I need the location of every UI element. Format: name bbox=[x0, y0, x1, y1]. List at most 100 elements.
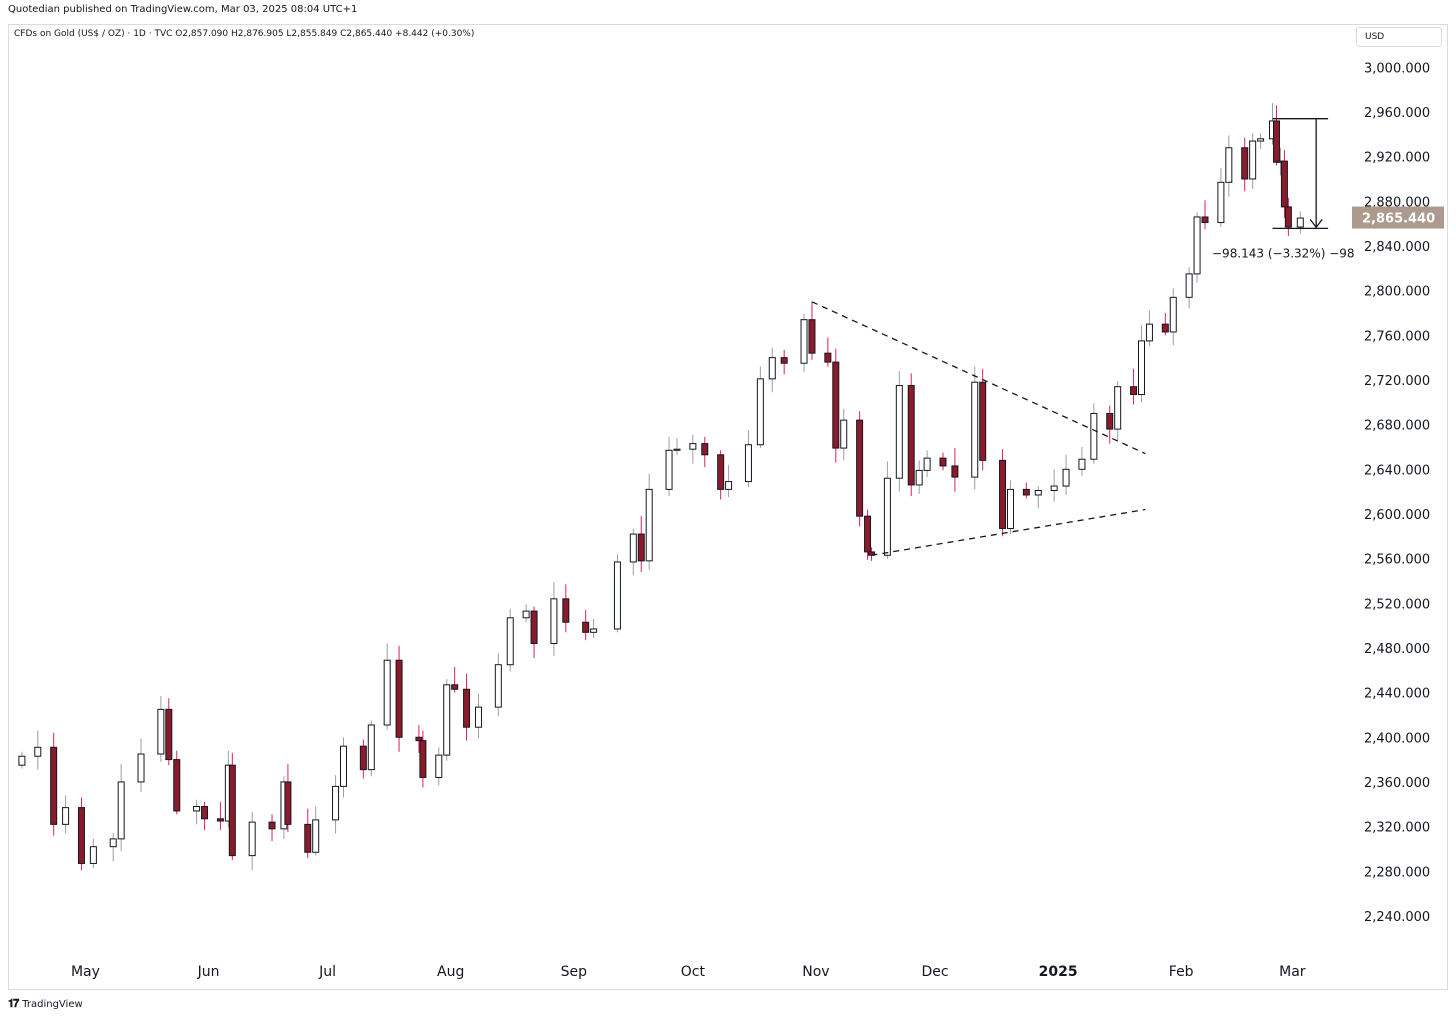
candle bbox=[1249, 133, 1257, 190]
candle bbox=[137, 738, 145, 792]
candle bbox=[1257, 133, 1265, 149]
candle-body bbox=[1106, 412, 1114, 430]
price-tick-label: 2,880.000 bbox=[1364, 195, 1430, 210]
candle-body bbox=[856, 419, 864, 517]
candle bbox=[725, 464, 733, 498]
candle-body bbox=[590, 628, 598, 633]
candle-body bbox=[201, 805, 209, 820]
candle bbox=[689, 434, 697, 464]
candle bbox=[1201, 200, 1209, 230]
candle bbox=[701, 436, 709, 468]
candle bbox=[1050, 469, 1058, 502]
candle-body bbox=[193, 805, 201, 812]
candle-body bbox=[832, 361, 840, 449]
time-tick-label: Jun bbox=[197, 964, 220, 980]
price-tick-label: 2,240.000 bbox=[1364, 910, 1430, 925]
candle bbox=[1022, 482, 1030, 499]
candle-body bbox=[332, 785, 340, 821]
candle bbox=[248, 812, 256, 871]
candle bbox=[629, 528, 637, 576]
candle-body bbox=[717, 454, 725, 490]
price-tick-label: 2,440.000 bbox=[1364, 687, 1430, 702]
candle-body bbox=[780, 357, 788, 364]
time-axis: May Jun Jul Aug Sep Oct Nov Dec 2025 Feb Mar bbox=[71, 964, 1306, 980]
candle-body bbox=[1078, 458, 1086, 470]
candle bbox=[435, 747, 443, 786]
last-price-tag-layer: 2,865.440 bbox=[1352, 206, 1444, 229]
candle bbox=[62, 795, 70, 834]
candle bbox=[907, 373, 915, 497]
candle-body bbox=[228, 764, 236, 857]
candle-body bbox=[34, 746, 42, 757]
candle-body bbox=[1006, 488, 1014, 529]
tradingview-logo[interactable]: 𝟏𝟕 TradingView bbox=[8, 997, 83, 1011]
candle-body bbox=[701, 443, 709, 456]
candle-body bbox=[1296, 217, 1304, 228]
dashed-trendline bbox=[871, 508, 1146, 556]
candle bbox=[1280, 149, 1288, 219]
candle bbox=[780, 349, 788, 375]
price-tick-label: 2,600.000 bbox=[1364, 508, 1430, 523]
candle bbox=[395, 645, 403, 752]
candle-body bbox=[744, 444, 752, 483]
candle-body bbox=[808, 319, 816, 354]
candle-body bbox=[415, 736, 423, 742]
candle bbox=[1193, 212, 1201, 283]
price-tick-label: 2,520.000 bbox=[1364, 597, 1430, 612]
candle-body bbox=[562, 598, 570, 623]
candle bbox=[1272, 105, 1280, 166]
candle bbox=[673, 438, 681, 455]
price-tick-label: 3,000.000 bbox=[1364, 61, 1430, 76]
candle-body bbox=[522, 610, 530, 619]
price-tick-label: 2,280.000 bbox=[1364, 865, 1430, 880]
price-tick-label: 2,360.000 bbox=[1364, 776, 1430, 791]
trendlines-layer bbox=[811, 301, 1146, 556]
candle bbox=[1114, 381, 1122, 442]
candle bbox=[268, 814, 276, 842]
candle-body bbox=[530, 610, 538, 644]
candle-body bbox=[1034, 490, 1042, 496]
candle bbox=[284, 764, 292, 833]
candle bbox=[883, 461, 891, 559]
measure-arrow-head bbox=[1309, 218, 1323, 229]
candle bbox=[530, 606, 538, 658]
candle bbox=[367, 720, 375, 777]
candle-body bbox=[165, 708, 173, 761]
candle bbox=[562, 584, 570, 633]
candle-body bbox=[383, 659, 391, 726]
candle bbox=[840, 409, 848, 461]
candle bbox=[359, 739, 367, 779]
candle bbox=[824, 337, 832, 367]
time-tick-label: Aug bbox=[437, 964, 464, 980]
candle-body bbox=[1130, 386, 1138, 395]
price-tick-label: 2,320.000 bbox=[1364, 821, 1430, 836]
price-tick-label: 2,800.000 bbox=[1364, 285, 1430, 300]
candle-body bbox=[1022, 488, 1030, 496]
candle-body bbox=[1185, 273, 1193, 298]
candle-body bbox=[312, 819, 320, 853]
candle-body bbox=[1201, 216, 1209, 224]
currency-button[interactable]: USD bbox=[1356, 27, 1442, 47]
candle bbox=[332, 775, 340, 834]
candle bbox=[637, 516, 645, 573]
time-tick-label: Dec bbox=[921, 964, 948, 980]
candle bbox=[951, 448, 959, 492]
candle-body bbox=[979, 381, 987, 461]
candle-body bbox=[1280, 160, 1288, 208]
candle-body bbox=[840, 419, 848, 449]
time-tick-label: Jul bbox=[318, 964, 336, 980]
candle-body bbox=[689, 443, 697, 450]
price-tick-label: 2,680.000 bbox=[1364, 419, 1430, 434]
candle-body bbox=[1193, 216, 1201, 275]
candle-body bbox=[1249, 140, 1257, 180]
candle bbox=[756, 366, 764, 449]
time-tick-label: Mar bbox=[1279, 964, 1306, 980]
price-tick-label: 2,560.000 bbox=[1364, 553, 1430, 568]
candle-body bbox=[137, 753, 145, 783]
candle-body bbox=[1217, 181, 1225, 224]
candle-body bbox=[768, 357, 776, 380]
tradingview-logo-text: TradingView bbox=[22, 998, 83, 1010]
candle bbox=[474, 693, 482, 739]
candle bbox=[463, 673, 471, 741]
